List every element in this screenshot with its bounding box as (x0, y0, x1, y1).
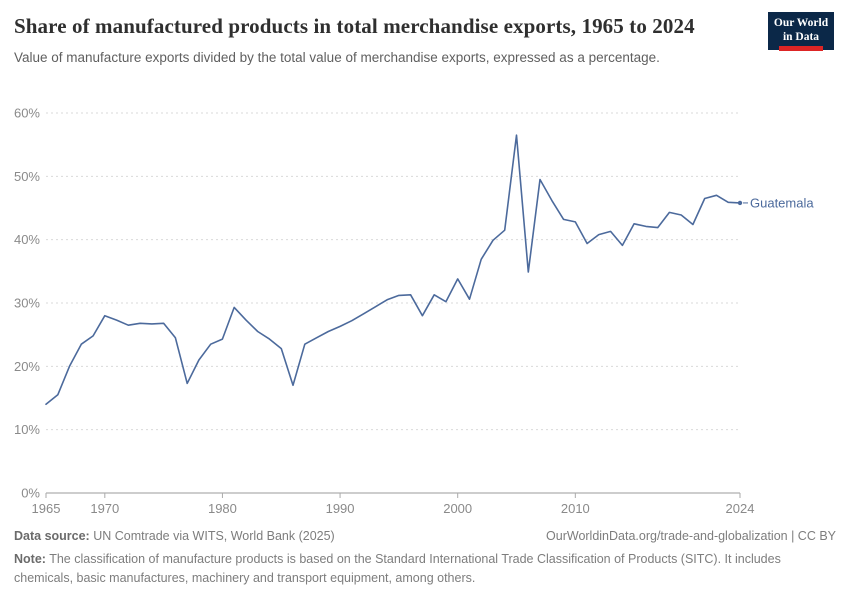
data-source-text: UN Comtrade via WITS, World Bank (2025) (89, 529, 335, 543)
y-tick-label: 10% (14, 422, 40, 437)
data-source-line: Data source: UN Comtrade via WITS, World… (14, 527, 335, 546)
chart-header: Share of manufactured products in total … (14, 12, 754, 68)
line-chart: 0% 10% 20% 30% 40% 50% 60% 1965 1970 1980 1990 2000… (14, 106, 814, 517)
owid-logo-line2: in Data (782, 31, 820, 44)
y-tick-label: 50% (14, 169, 40, 184)
x-tick-label: 1990 (326, 501, 355, 516)
x-tick-label: 1980 (208, 501, 237, 516)
license-link[interactable]: OurWorldinData.org/trade-and-globalizati… (546, 529, 836, 543)
y-tick-label: 60% (14, 106, 40, 121)
series-end-dot (737, 200, 743, 206)
x-tick-label: 2010 (561, 501, 590, 516)
y-tick-label: 0% (21, 486, 40, 501)
series-line[interactable] (45, 134, 741, 406)
x-tick-label: 2000 (443, 501, 472, 516)
x-tick-label: 2024 (726, 501, 755, 516)
x-tick-label: 1965 (32, 501, 61, 516)
y-tick-label: 40% (14, 232, 40, 247)
page-title: Share of manufactured products in total … (14, 14, 695, 38)
owid-logo-red-bar (779, 45, 823, 51)
x-tick-label: 1970 (90, 501, 119, 516)
note-label: Note: (14, 551, 46, 566)
owid-logo[interactable]: Our World in Data (768, 12, 834, 51)
owid-logo-line1: Our World (773, 17, 829, 29)
chart-subtitle: Value of manufacture exports divided by … (14, 50, 660, 66)
chart-footer: Data source: UN Comtrade via WITS, World… (14, 527, 836, 587)
y-tick-label: 30% (14, 296, 40, 311)
data-source-label: Data source: (14, 529, 90, 543)
note-text: The classification of manufacture produc… (14, 551, 781, 585)
series-label[interactable]: Guatemala (750, 195, 814, 210)
chart-area: 0% 10% 20% 30% 40% 50% 60% 1965 1970 1980 1990 2000… (0, 100, 850, 520)
y-tick-label: 20% (14, 359, 40, 374)
